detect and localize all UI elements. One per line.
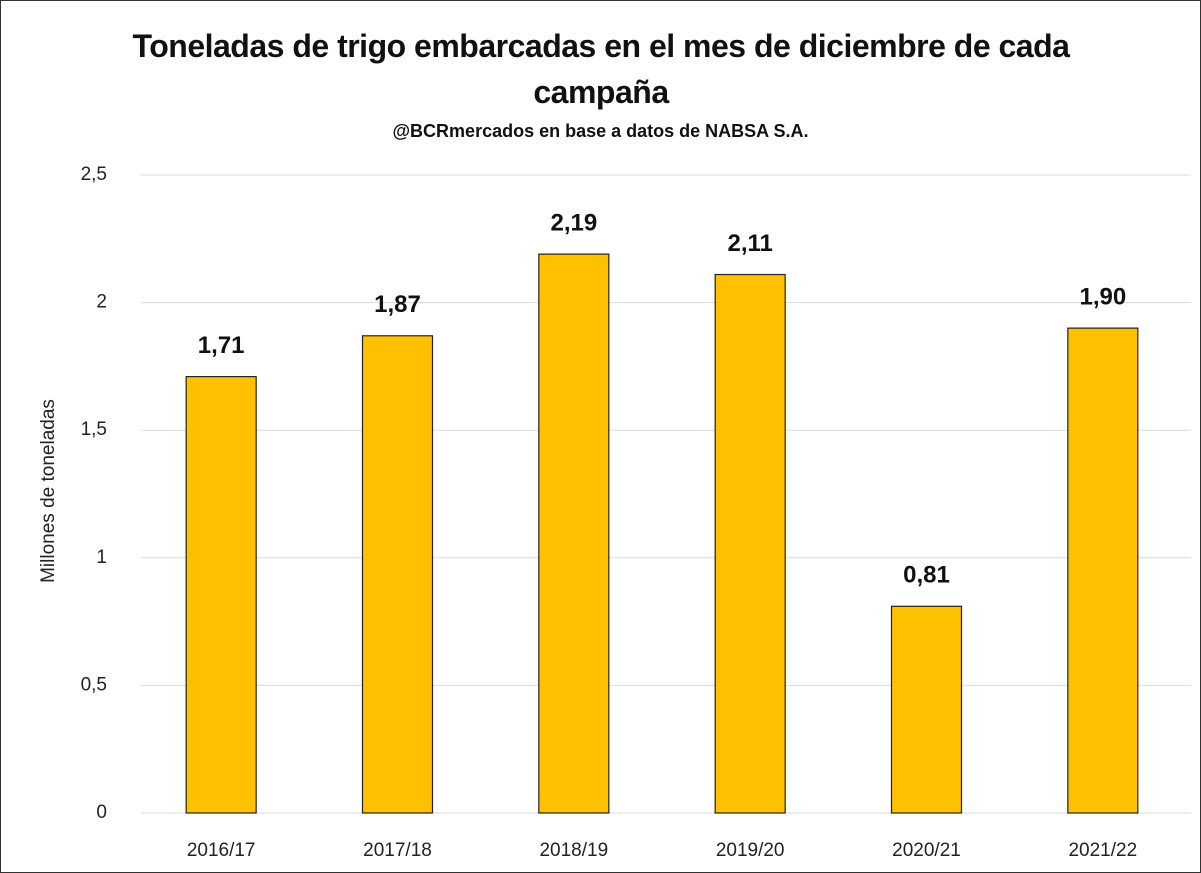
bar xyxy=(890,605,963,814)
x-tick-label: 2020/21 xyxy=(892,840,961,861)
y-tick-label: 1,5 xyxy=(81,419,107,440)
value-label: 2,11 xyxy=(727,230,772,257)
x-tick-label: 2019/20 xyxy=(716,840,785,861)
chart-title: Toneladas de trigo embarcadas en el mes … xyxy=(132,28,1070,110)
chart-subtitle: @BCRmercados en base a datos de NABSA S.… xyxy=(392,121,809,141)
y-tick-label: 1 xyxy=(96,547,107,568)
bar xyxy=(714,273,786,814)
value-label: 1,90 xyxy=(1079,283,1126,310)
y-tick-label: 0 xyxy=(96,802,107,823)
x-tick-label: 2016/17 xyxy=(187,840,256,861)
x-tick-label: 2018/19 xyxy=(539,840,608,861)
y-tick-label: 2,5 xyxy=(81,164,107,185)
bar xyxy=(185,376,257,814)
value-label: 0,81 xyxy=(903,562,950,589)
value-label: 2,19 xyxy=(550,209,597,236)
y-axis-label: Millones de toneladas xyxy=(38,399,59,583)
value-label: 1,87 xyxy=(374,291,421,318)
y-tick-label: 2 xyxy=(96,292,107,313)
x-tick-label: 2021/22 xyxy=(1068,840,1137,861)
x-tick-label: 2017/18 xyxy=(363,840,432,861)
bar xyxy=(1067,327,1139,814)
bar xyxy=(538,253,610,814)
bar xyxy=(361,335,434,814)
y-tick-label: 0,5 xyxy=(81,674,107,695)
value-label: 1,71 xyxy=(198,332,245,359)
